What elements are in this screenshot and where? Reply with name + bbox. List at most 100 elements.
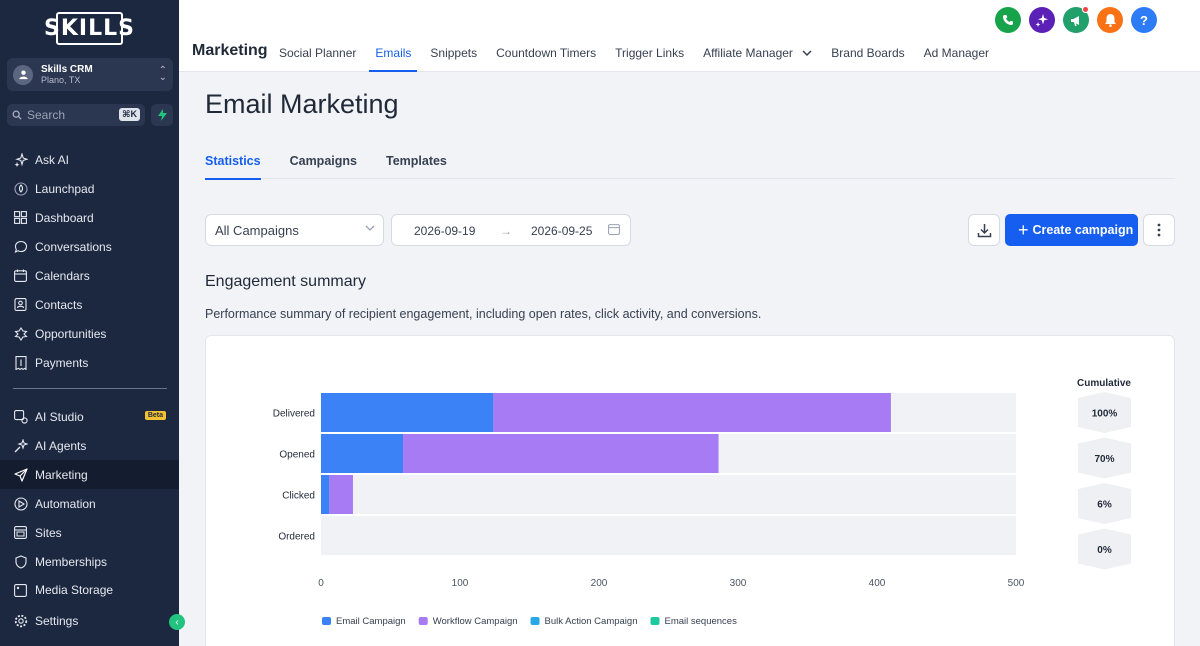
- sparkle-icon: [13, 152, 28, 167]
- megaphone-icon: [1070, 15, 1079, 26]
- automation-icon: [13, 496, 28, 511]
- calendar-icon: [608, 224, 620, 235]
- nav-marketing[interactable]: Marketing: [0, 460, 179, 489]
- primary-nav: Ask AI Launchpad Dashboard Conversations…: [0, 145, 179, 377]
- plus-icon: +: [1018, 220, 1029, 240]
- nav-ai-agents[interactable]: AI Agents: [0, 431, 179, 460]
- create-campaign-label: Create campaign: [1032, 223, 1134, 237]
- nav-label: Payments: [35, 355, 89, 370]
- nav-label: Settings: [35, 613, 79, 628]
- help-button[interactable]: ?: [1131, 7, 1157, 33]
- bar-segment: [403, 434, 719, 473]
- x-tick-label: 400: [869, 578, 886, 589]
- nav-ask-ai[interactable]: Ask AI: [0, 145, 179, 174]
- subtab-statistics[interactable]: Statistics: [205, 145, 261, 180]
- memberships-icon: [13, 554, 28, 569]
- legend-label: Email sequences: [664, 616, 737, 627]
- x-tick-label: 100: [452, 578, 469, 589]
- phone-icon: [1003, 15, 1013, 25]
- nav-ai-studio[interactable]: AI Studio Beta: [0, 402, 179, 431]
- nav-conversations[interactable]: Conversations: [0, 232, 179, 261]
- nav-launchpad[interactable]: Launchpad: [0, 174, 179, 203]
- legend-label: Email Campaign: [336, 616, 406, 627]
- cumulative-value: 100%: [1092, 409, 1118, 420]
- search-input[interactable]: [27, 108, 117, 122]
- download-icon: [977, 223, 991, 237]
- search-box[interactable]: ⌘K: [7, 104, 145, 126]
- chat-icon: [13, 239, 28, 254]
- x-tick-label: 500: [1008, 578, 1025, 589]
- create-campaign-button[interactable]: + Create campaign: [1005, 214, 1138, 246]
- nav-memberships[interactable]: Memberships: [0, 547, 179, 576]
- end-date[interactable]: 2026-09-25: [531, 224, 593, 238]
- collapse-sidebar-button[interactable]: ‹: [169, 614, 185, 630]
- nav-settings[interactable]: Settings: [0, 606, 179, 635]
- subtab-campaigns[interactable]: Campaigns: [289, 154, 357, 168]
- top-tabs: Social Planner Emails Snippets Countdown…: [270, 36, 999, 72]
- logo[interactable]: SKILLS: [44, 12, 134, 45]
- notification-dot: [1082, 6, 1089, 13]
- download-button[interactable]: [968, 214, 1000, 246]
- campaign-filter-value: All Campaigns: [215, 222, 299, 238]
- cumulative-header: Cumulative: [1077, 378, 1131, 389]
- engagement-chart: Delivered 100% Opened 70% Clicked 6% Ordered 0%…: [273, 378, 1132, 627]
- bar-track: [321, 475, 1016, 514]
- nav-media-storage[interactable]: Media Storage: [0, 576, 179, 600]
- nav-contacts[interactable]: Contacts: [0, 290, 179, 319]
- nav-label: AI Studio: [35, 409, 84, 424]
- category-label: Clicked: [282, 491, 315, 502]
- notifications-button[interactable]: [1097, 7, 1123, 33]
- nav-payments[interactable]: Payments: [0, 348, 179, 377]
- nav-automation[interactable]: Automation: [0, 489, 179, 518]
- chevron-down-icon: [802, 50, 812, 57]
- date-range-picker[interactable]: 2026-09-19 → 2026-09-25: [391, 214, 631, 246]
- legend-swatch: [418, 617, 428, 625]
- nav-sites[interactable]: Sites: [0, 518, 179, 547]
- bar-segment: [321, 475, 330, 514]
- cumulative-badge: [1078, 483, 1131, 524]
- tab-brand-boards[interactable]: Brand Boards: [831, 46, 905, 60]
- tab-countdown-timers[interactable]: Countdown Timers: [496, 46, 597, 60]
- nav-opportunities[interactable]: Opportunities: [0, 319, 179, 348]
- nav-calendars[interactable]: Calendars: [0, 261, 179, 290]
- contacts-icon: [13, 297, 28, 312]
- chevron-left-icon: ‹: [175, 616, 179, 628]
- quick-action-button[interactable]: [151, 104, 173, 126]
- cumulative-value: 70%: [1094, 454, 1114, 465]
- account-switcher[interactable]: Skills CRM Plano, TX ⌃ ⌄: [7, 58, 173, 91]
- nav-label: Contacts: [35, 297, 83, 312]
- ai-assistant-button[interactable]: [1029, 7, 1055, 33]
- subtab-templates[interactable]: Templates: [385, 154, 447, 168]
- top-icon-group: ?: [995, 6, 1165, 33]
- tab-snippets[interactable]: Snippets: [430, 46, 478, 60]
- bar-segment: [321, 434, 404, 473]
- nav-label: Dashboard: [35, 210, 94, 225]
- main-content: Email Marketing Statistics Campaigns Tem…: [179, 73, 1200, 646]
- nav-dashboard[interactable]: Dashboard: [0, 203, 179, 232]
- tab-trigger-links[interactable]: Trigger Links: [615, 46, 685, 60]
- start-date[interactable]: 2026-09-19: [414, 224, 476, 238]
- more-options-button[interactable]: [1143, 214, 1175, 246]
- tab-social-planner[interactable]: Social Planner: [279, 46, 357, 60]
- nav-label: Conversations: [35, 239, 112, 254]
- cumulative-badge: [1078, 437, 1131, 479]
- bar-segment: [493, 393, 891, 432]
- tab-emails[interactable]: Emails: [366, 36, 420, 72]
- payments-icon: [13, 355, 28, 370]
- grid-icon: [13, 210, 28, 225]
- announcements-button[interactable]: [1063, 6, 1089, 33]
- settings-nav: Settings: [0, 606, 179, 635]
- campaign-filter-select[interactable]: All Campaigns: [205, 214, 384, 246]
- sites-icon: [13, 525, 28, 540]
- sub-tabs: Statistics Campaigns Templates: [205, 145, 1175, 180]
- account-location: Plano, TX: [41, 74, 81, 85]
- section-title: Engagement summary: [205, 273, 366, 290]
- tab-ad-manager[interactable]: Ad Manager: [923, 46, 990, 60]
- arrow-right-icon: →: [500, 224, 512, 238]
- tab-affiliate-manager[interactable]: Affiliate Manager: [694, 36, 821, 72]
- legend-swatch: [650, 617, 660, 625]
- cumulative-badge: [1078, 392, 1131, 433]
- legend-label: Bulk Action Campaign: [545, 616, 638, 627]
- phone-button[interactable]: [995, 7, 1021, 33]
- bell-icon: [1104, 14, 1116, 27]
